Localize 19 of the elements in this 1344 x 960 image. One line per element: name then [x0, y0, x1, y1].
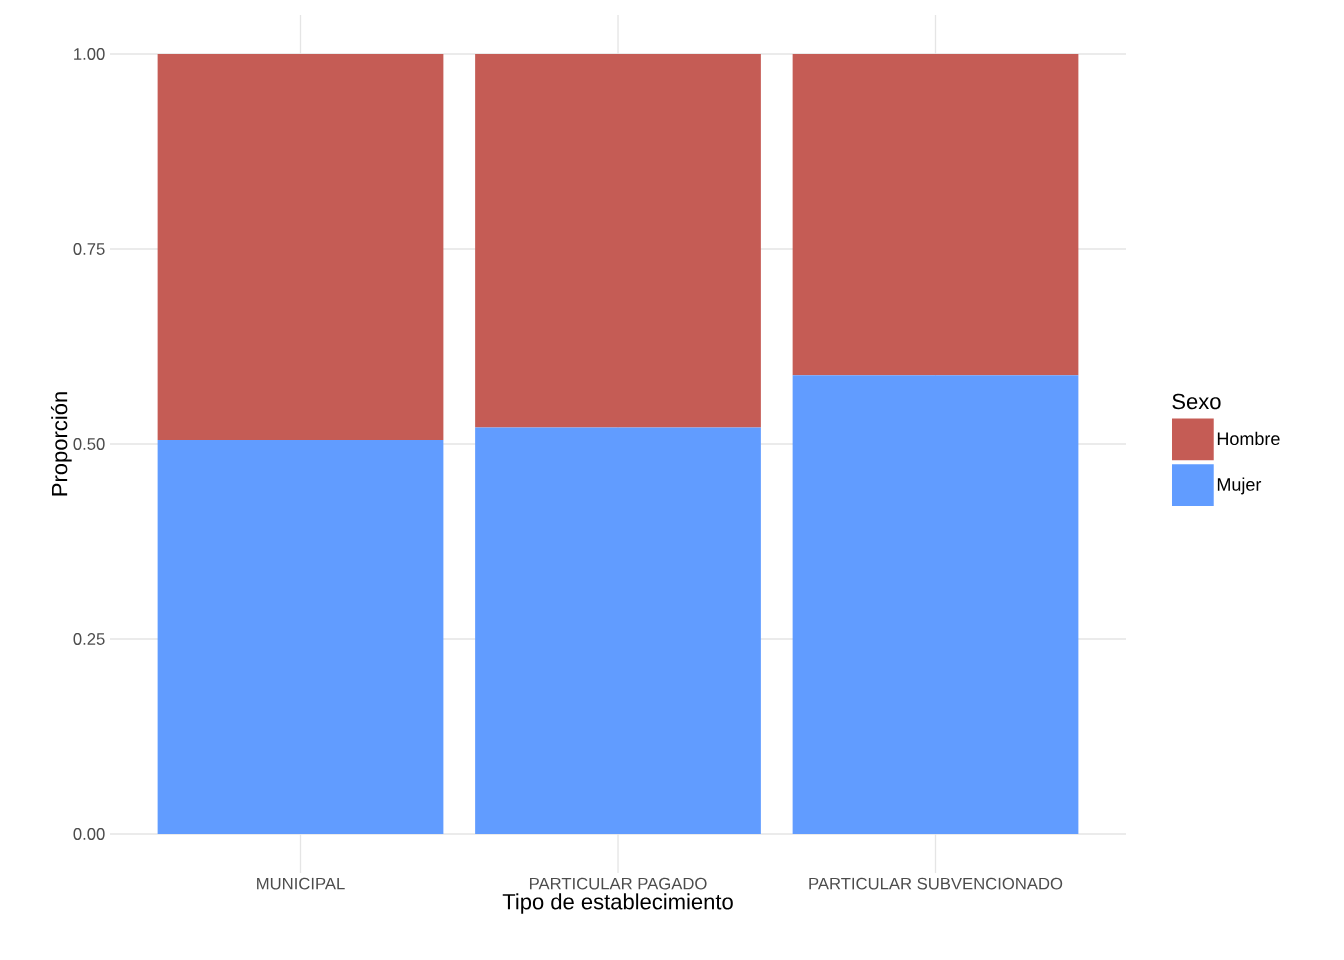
x-tick-label: PARTICULAR PAGADO — [529, 877, 707, 890]
y-tick-label: 0.25 — [73, 633, 105, 645]
x-axis-title: Tipo de establecimiento — [502, 893, 733, 914]
legend-title: Sexo — [1172, 393, 1221, 410]
bar — [792, 53, 1079, 376]
legend-label: Mujer — [1217, 477, 1262, 495]
y-axis-title: Proporción — [50, 392, 72, 496]
y-tick-label: 0.50 — [73, 438, 105, 450]
legend-label: Hombre — [1217, 431, 1280, 446]
bar — [475, 427, 761, 834]
bar — [475, 53, 761, 428]
bar — [792, 375, 1079, 834]
y-tick-label: 0.00 — [73, 828, 105, 840]
x-tick-label: MUNICIPAL — [257, 877, 345, 890]
bar — [157, 53, 444, 441]
x-tick-label: PARTICULAR SUBVENCIONADO — [809, 877, 1063, 890]
bar — [157, 440, 444, 834]
y-tick-label: 0.75 — [73, 243, 105, 255]
y-tick-label: 1.00 — [74, 48, 105, 60]
